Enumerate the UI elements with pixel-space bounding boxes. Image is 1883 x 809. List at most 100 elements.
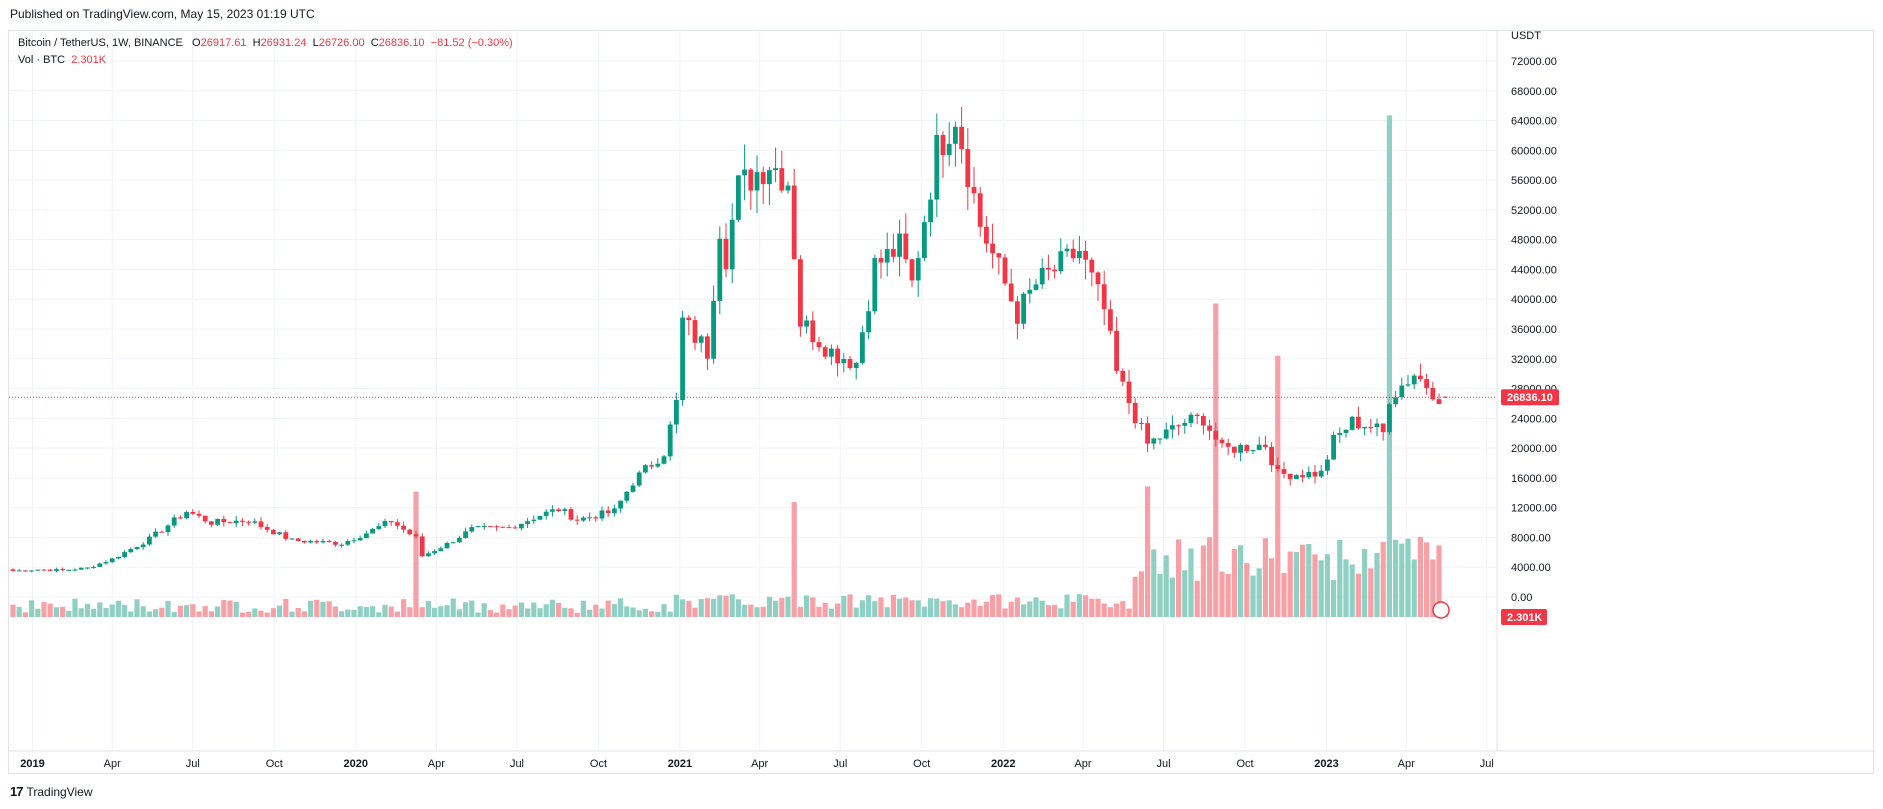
- candle-body: [810, 320, 816, 343]
- volume-bar: [804, 595, 810, 617]
- low-label: L: [312, 37, 319, 49]
- last-price-label: 26836.10: [1507, 392, 1553, 404]
- volume-bar: [1002, 608, 1008, 617]
- candle-body: [729, 219, 735, 270]
- candle-body: [1442, 396, 1448, 398]
- candle-body: [1008, 283, 1014, 302]
- candle-body: [333, 541, 338, 545]
- candle-body: [1077, 250, 1082, 259]
- volume-bar: [556, 602, 562, 617]
- volume-bar: [742, 604, 748, 617]
- candle-body: [1312, 471, 1318, 477]
- time-tick-label: Oct: [590, 758, 607, 770]
- volume-bar: [1045, 605, 1051, 617]
- volume-bar: [146, 611, 152, 617]
- candle-body: [227, 522, 233, 524]
- volume-bar: [78, 608, 84, 617]
- candle-body: [953, 126, 958, 144]
- candle-body: [240, 520, 245, 522]
- volume-bar: [1362, 549, 1368, 617]
- time-tick-label: Oct: [266, 758, 283, 770]
- volume-bar: [822, 602, 828, 617]
- time-tick-label: Apr: [428, 758, 445, 770]
- candle-body: [1275, 465, 1281, 470]
- volume-bar: [1355, 573, 1361, 617]
- volume-bar: [928, 598, 934, 617]
- candle-body: [649, 465, 654, 467]
- candle-body: [1064, 248, 1070, 252]
- candle-body: [742, 169, 747, 176]
- candle-body: [581, 517, 586, 521]
- candle-body: [178, 517, 183, 519]
- close-value: 26836.10: [378, 37, 425, 49]
- candle-body: [872, 258, 878, 312]
- volume-bar: [1107, 607, 1113, 617]
- volume-bar: [785, 596, 791, 617]
- open-label: O: [192, 37, 201, 49]
- volume-bar: [624, 606, 630, 617]
- volume-bar: [153, 609, 159, 617]
- candle-body: [698, 336, 704, 343]
- volume-bar: [1293, 552, 1299, 617]
- volume-bar: [413, 491, 419, 617]
- candle-body: [909, 259, 915, 281]
- candle-body: [1157, 438, 1163, 440]
- volume-bar: [692, 607, 698, 617]
- candle-body: [506, 527, 512, 529]
- volume-bar: [568, 608, 574, 617]
- price-tick-label: 12000.00: [1511, 503, 1557, 515]
- symbol-title[interactable]: Bitcoin / TetherUS, 1W, BINANCE: [18, 37, 183, 49]
- volume-bar: [388, 606, 394, 617]
- candle-body: [791, 185, 797, 260]
- volume-bar: [890, 595, 896, 617]
- volume-bar: [66, 610, 72, 617]
- candle-body: [1411, 375, 1417, 385]
- volume-bar: [611, 604, 617, 617]
- volume-bar: [717, 595, 723, 617]
- candle-body: [1436, 399, 1442, 404]
- volume-bar: [1014, 597, 1020, 617]
- volume-bar: [289, 611, 295, 617]
- tradingview-logo[interactable]: 17 TradingView: [10, 784, 93, 799]
- volume-bar: [202, 606, 208, 617]
- volume-bar: [853, 607, 859, 617]
- volume-bar: [1120, 601, 1126, 617]
- candle-body: [1033, 284, 1039, 290]
- volume-bar: [661, 604, 667, 617]
- candle-body: [525, 521, 530, 524]
- candle-body: [1151, 438, 1157, 444]
- volume-bar: [97, 602, 103, 617]
- candlestick-chart[interactable]: USDT 72000.00 68000.00 64000.00 60000.00 5600…: [9, 31, 1875, 775]
- candle-body: [692, 320, 698, 343]
- price-tick-label: 56000.00: [1511, 175, 1557, 187]
- candle-body: [215, 518, 220, 525]
- candle-body: [605, 510, 611, 514]
- candle-body: [202, 515, 208, 522]
- volume-bar: [1188, 548, 1194, 617]
- volume-bar: [1343, 559, 1349, 617]
- volume-bar: [723, 595, 729, 617]
- candle-body: [72, 569, 78, 571]
- volume-bar: [593, 604, 599, 617]
- volume-bar: [246, 611, 252, 617]
- candle-body: [258, 521, 264, 528]
- volume-bar: [909, 600, 915, 617]
- volume-bar: [791, 502, 797, 617]
- volume-bar: [196, 611, 202, 617]
- candle-body: [965, 149, 971, 188]
- volume-bar: [537, 608, 543, 617]
- candle-body: [1194, 414, 1200, 417]
- candle-body: [618, 500, 623, 509]
- chart-pane[interactable]: USDT 72000.00 68000.00 64000.00 60000.00 5600…: [8, 30, 1875, 775]
- volume-bar: [1163, 555, 1169, 617]
- candle-body: [78, 567, 84, 570]
- price-legend: Bitcoin / TetherUS, 1W, BINANCE O26917.6…: [18, 35, 513, 52]
- volume-bar: [1349, 564, 1355, 617]
- volume-label[interactable]: Vol · BTC: [18, 54, 66, 66]
- volume-bar: [264, 612, 270, 617]
- candle-body: [419, 536, 425, 557]
- price-tick-label: 8000.00: [1511, 532, 1551, 544]
- volume-bar: [518, 602, 524, 617]
- volume-bar: [983, 601, 989, 617]
- candle-body: [816, 342, 822, 348]
